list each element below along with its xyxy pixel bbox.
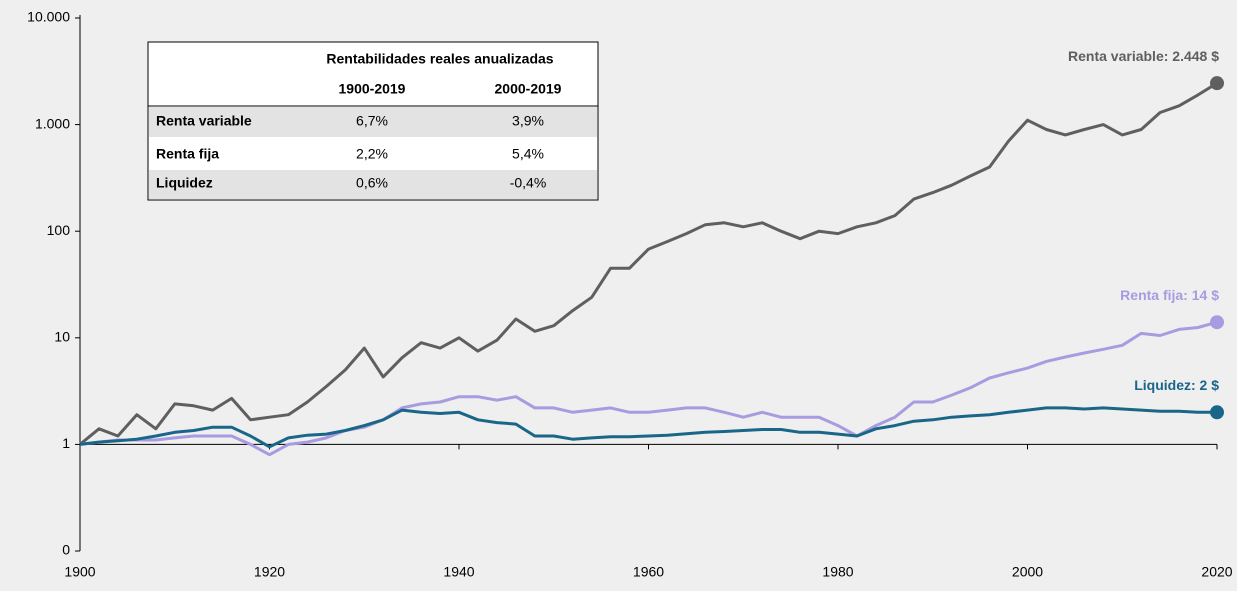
table-row-label: Renta variable xyxy=(156,113,252,129)
returns-table: Rentabilidades reales anualizadas 1900-2… xyxy=(147,41,599,201)
table-title: Rentabilidades reales anualizadas xyxy=(326,51,553,67)
y-tick-label: 100 xyxy=(47,222,71,238)
series-annotation: Liquidez: 2 $ xyxy=(1134,377,1219,393)
y-tick-label: 1 xyxy=(62,435,70,451)
y-tick-label: 0 xyxy=(62,542,70,558)
x-tick-label: 1960 xyxy=(633,564,664,580)
table-cell: 3,9% xyxy=(512,113,544,129)
series-line xyxy=(79,320,1218,457)
x-tick-label: 1940 xyxy=(443,564,474,580)
series-annotation: Renta fija: 14 $ xyxy=(1120,287,1219,303)
end-dot xyxy=(1210,315,1224,330)
x-tick-label: 1980 xyxy=(822,564,853,580)
end-dot xyxy=(1210,405,1224,420)
series-line xyxy=(79,81,1218,446)
table-cell: 6,7% xyxy=(356,113,388,129)
table-cell: 0,6% xyxy=(356,175,388,191)
y-tick-label: 1.000 xyxy=(35,115,70,131)
table-cell: 5,4% xyxy=(512,146,544,162)
table-cell: 2,2% xyxy=(356,146,388,162)
table-column: 1900-2019 xyxy=(339,81,406,97)
series-annotation: Renta variable: 2.448 $ xyxy=(1068,48,1219,64)
x-tick-label: 1900 xyxy=(64,564,95,580)
y-tick-label: 10.000 xyxy=(27,9,70,25)
table-row-bg xyxy=(149,170,597,199)
y-tick-label: 10 xyxy=(54,329,70,345)
table-row-label: Liquidez xyxy=(156,175,213,191)
table-column: 2000-2019 xyxy=(495,81,562,97)
table-cell: -0,4% xyxy=(510,175,547,191)
table-row-label: Renta fija xyxy=(156,146,219,162)
table-row-bg xyxy=(149,107,597,137)
x-tick-label: 2020 xyxy=(1201,564,1232,580)
end-dot xyxy=(1210,76,1224,91)
x-tick-label: 2000 xyxy=(1012,564,1043,580)
series-line xyxy=(79,406,1217,449)
x-tick-label: 1920 xyxy=(254,564,285,580)
